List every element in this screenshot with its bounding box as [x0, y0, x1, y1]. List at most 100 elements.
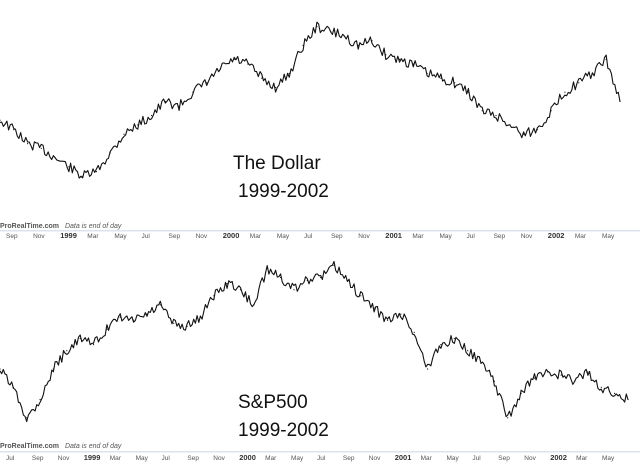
sp500-data-point [427, 368, 429, 370]
sp500-axis-line [0, 451, 640, 453]
sp500-data-point [333, 264, 335, 266]
dollar-data-point [192, 91, 194, 93]
sp500-title: S&P500 [238, 392, 308, 413]
dollar-data-point [95, 171, 97, 173]
sp500-x-tick-label: Nov [213, 455, 225, 462]
dollar-data-point [206, 82, 208, 84]
dollar-x-tick-label: Sep [169, 233, 181, 240]
dollar-data-point [137, 124, 139, 126]
sp500-data-point [213, 295, 215, 297]
dollar-data-point [481, 110, 483, 112]
sp500-data-point [574, 380, 576, 382]
dollar-price-line [0, 21, 621, 179]
sp500-data-point [587, 371, 589, 373]
sp500-x-tick-label: Mar [421, 455, 433, 462]
sp500-data-point [79, 337, 81, 340]
sp500-x-tick-label: May [447, 455, 460, 462]
dollar-data-point [68, 166, 70, 168]
dollar-data-point [550, 110, 552, 112]
sp500-data-point [360, 295, 362, 297]
dollar-x-tick-label: Sep [494, 233, 506, 240]
dollar-x-tick-label: Sep [331, 233, 343, 240]
sp500-data-point [373, 307, 375, 309]
sp500-data-point [627, 398, 629, 401]
dollar-data-point [275, 86, 277, 89]
sp500-subtitle: 1999-2002 [238, 420, 329, 441]
dollar-data-point [467, 91, 469, 93]
dollar-x-tick-label: 1999 [60, 231, 77, 240]
sp500-data-point [26, 417, 28, 419]
dollar-data-point [495, 114, 497, 117]
dollar-x-tick-label: May [277, 233, 290, 240]
sp500-data-point [293, 289, 295, 291]
sp500-data-point [239, 289, 242, 291]
sp500-x-tick-label: Sep [32, 455, 44, 462]
sp500-data-point [133, 319, 135, 321]
dollar-x-tick-label: May [602, 233, 615, 240]
dollar-x-tick-label: Jul [467, 233, 476, 240]
sp500-x-tick-label: Mar [576, 455, 588, 462]
dollar-data-point [82, 175, 84, 177]
dollar-x-tick-label: Sep [6, 233, 18, 240]
sp500-data-point [0, 368, 1, 370]
dollar-credit-site: ProRealTime.com [0, 223, 59, 230]
sp500-data-point [12, 386, 14, 388]
dollar-data-point [399, 58, 401, 61]
dollar-data-point [440, 77, 442, 79]
sp500-data-point [253, 304, 255, 306]
dollar-data-point [343, 35, 345, 37]
sp500-data-point [92, 344, 95, 346]
dollar-x-axis: Sep Nov 1999 Mar May Jul Sep Nov 2000 Mar May Jul Se… [6, 231, 615, 240]
sp500-data-point [493, 380, 495, 382]
sp500-data-point [119, 316, 121, 318]
dollar-data-point [357, 44, 359, 47]
sp500-x-tick-label: 2002 [550, 453, 567, 462]
sp500-data-point [52, 368, 55, 370]
sp500-x-tick-label: Mar [265, 455, 277, 462]
dollar-data-point [13, 129, 15, 131]
sp500-data-point [146, 313, 148, 315]
sp500-x-tick-label: 1999 [84, 453, 101, 462]
dollar-x-tick-label: Mar [412, 233, 424, 240]
sp500-x-tick-label: Jul [6, 455, 15, 462]
dollar-data-point [151, 114, 153, 117]
dollar-data-point [330, 30, 332, 32]
dollar-data-point [523, 133, 525, 135]
dollar-x-tick-label: 2002 [548, 231, 565, 240]
sp500-x-tick-label: May [136, 455, 149, 462]
dollar-data-point [261, 77, 263, 79]
sp500-data-point [507, 417, 509, 419]
sp500-x-tick-label: May [291, 455, 304, 462]
dollar-data-point [164, 100, 166, 103]
dollar-data-point [247, 63, 249, 65]
sp500-x-tick-label: 2000 [239, 453, 256, 462]
dollar-data-point [509, 124, 511, 126]
sp500-x-tick-label: Nov [524, 455, 536, 462]
sp500-credit: ProRealTime.com Data is end of day [0, 443, 122, 450]
sp500-data-point [266, 267, 268, 269]
sp500-data-point [480, 362, 482, 364]
dollar-axis-line [0, 230, 640, 232]
dollar-data-point [219, 68, 221, 70]
dollar-subtitle: 1999-2002 [238, 181, 329, 202]
dollar-data-point [0, 119, 1, 121]
dollar-credit: ProRealTime.com Data is end of day [0, 223, 122, 230]
sp500-data-point [226, 283, 228, 285]
sp500-chart: S&P500 1999-2002 ProRealTime.com Data is… [0, 260, 640, 462]
dollar-data-point [233, 58, 235, 61]
sp500-data-point [320, 276, 322, 279]
dollar-plot-area [0, 21, 621, 179]
sp500-data-point [614, 392, 616, 394]
sp500-price-line [0, 260, 629, 423]
dollar-x-tick-label: 2000 [223, 231, 240, 240]
dollar-credit-note: Data is end of day [65, 223, 122, 230]
sp500-data-point [186, 325, 188, 327]
dollar-x-tick-label: Jul [142, 233, 151, 240]
sp500-x-tick-label: Nov [369, 455, 381, 462]
dollar-x-tick-label: Nov [196, 233, 208, 240]
dollar-x-tick-label: Jul [304, 233, 313, 240]
dollar-data-point [316, 26, 318, 28]
dollar-x-tick-label: Nov [33, 233, 45, 240]
sp500-data-point [199, 316, 201, 318]
sp500-x-tick-label: 2001 [395, 453, 412, 462]
